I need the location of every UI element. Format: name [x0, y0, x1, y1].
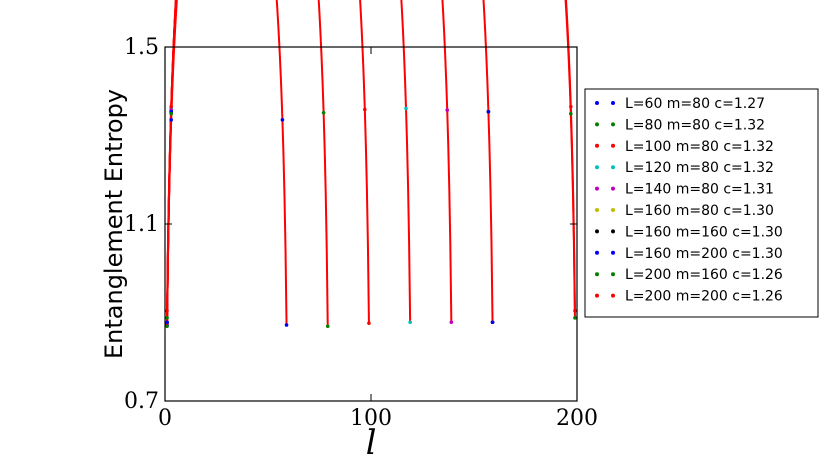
series-0 [165, 118, 289, 327]
legend-label: L=200 m=200 c=1.26 [625, 289, 783, 305]
legend-marker [611, 250, 615, 255]
x-tick-label: 0 [158, 406, 172, 431]
x-axis-title: l [366, 423, 377, 463]
data-point [573, 308, 577, 313]
legend-marker [611, 293, 615, 298]
legend-label: L=140 m=80 c=1.31 [625, 182, 774, 198]
data-point [445, 108, 450, 112]
legend: L=60 m=80 c=1.27 L=80 m=80 c=1.32 L=100 m=… [584, 88, 819, 318]
x-tick-label: 200 [556, 406, 598, 431]
legend-marker [595, 143, 599, 148]
y-tick-label: 1.1 [124, 212, 159, 237]
data-point [367, 321, 371, 325]
y-axis-title: Entanglement Entropy [100, 89, 128, 359]
legend-marker [611, 165, 615, 170]
legend-marker [611, 122, 615, 127]
data-point [165, 320, 169, 325]
series-9 [165, 104, 577, 313]
legend-label: L=100 m=80 c=1.32 [625, 139, 774, 155]
legend-label: L=160 m=160 c=1.30 [625, 224, 783, 240]
legend-marker [595, 229, 599, 234]
legend-marker [611, 186, 615, 191]
legend-marker [595, 122, 599, 127]
series-6 [165, 109, 495, 325]
series-5 [165, 109, 495, 325]
data-point [169, 104, 173, 109]
legend-marker [595, 186, 599, 191]
legend-box [584, 88, 819, 318]
data-point [404, 106, 408, 111]
y-tick-label: 1.5 [124, 35, 159, 60]
data-point [284, 323, 289, 327]
series-2 [165, 107, 371, 325]
legend-marker [611, 229, 615, 234]
data-point [165, 324, 169, 329]
series-1 [165, 110, 330, 329]
legend-label: L=160 m=80 c=1.30 [625, 203, 774, 219]
x-tick-label: 100 [350, 406, 392, 431]
legend-label: L=120 m=80 c=1.32 [625, 160, 774, 176]
data-point [169, 118, 173, 122]
legend-marker [611, 101, 615, 105]
legend-marker [595, 272, 599, 277]
plot-area [165, 0, 577, 329]
fit-curve-L160 [166, 0, 494, 323]
fit-curve-L100 [166, 0, 370, 324]
legend-marker [595, 208, 599, 212]
axis-ticks: 0 100 200 0.7 1.1 1.5 [124, 35, 598, 431]
series-7 [165, 109, 495, 325]
data-point [169, 111, 173, 116]
fit-curve-L60 [166, 0, 288, 325]
y-tick-label: 0.7 [124, 389, 159, 414]
data-point [165, 316, 169, 320]
legend-marker [611, 208, 615, 212]
fit-curve-L120 [166, 0, 412, 323]
series-8 [165, 111, 577, 320]
data-point [449, 320, 454, 325]
data-point [165, 308, 169, 313]
plot-frame [164, 46, 578, 402]
data-point [486, 109, 491, 114]
data-point [363, 107, 367, 112]
legend-label: L=200 m=160 c=1.26 [625, 267, 783, 283]
legend-marker [595, 250, 599, 255]
legend-label: L=80 m=80 c=1.32 [625, 117, 765, 133]
data-point [569, 104, 573, 109]
data-point [490, 320, 495, 325]
legend-marker [595, 293, 599, 298]
legend-marker [595, 165, 599, 170]
fit-curve-L80 [166, 0, 329, 327]
data-point [569, 111, 573, 116]
data-point [321, 110, 326, 115]
legend-label: L=60 m=80 c=1.27 [625, 96, 765, 112]
data-point [280, 118, 285, 122]
legend-marker [611, 272, 615, 277]
data-point [573, 316, 577, 320]
data-point [325, 324, 330, 329]
series-3 [165, 106, 412, 325]
legend-marker [611, 143, 615, 148]
legend-marker [595, 101, 599, 105]
data-point [408, 320, 412, 325]
legend-label: L=160 m=200 c=1.30 [625, 246, 783, 262]
